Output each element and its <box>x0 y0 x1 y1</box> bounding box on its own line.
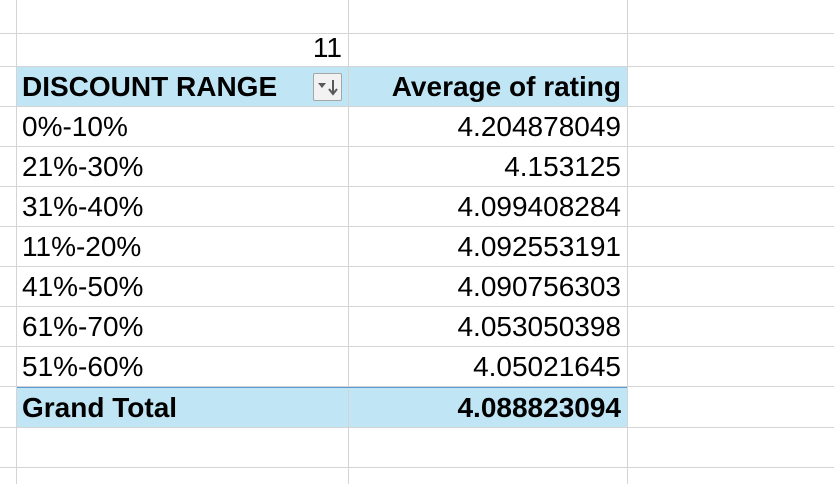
pivot-row-label[interactable]: 21%-30% <box>22 151 144 182</box>
gridline <box>0 226 834 227</box>
pivot-row-label[interactable]: 51%-60% <box>22 351 144 382</box>
pivot-row-value[interactable]: 4.204878049 <box>457 111 621 142</box>
gridline <box>0 386 834 387</box>
gridline <box>0 146 834 147</box>
pivot-total-band <box>17 388 627 427</box>
gridline <box>0 427 834 428</box>
pivot-row-value[interactable]: 4.099408284 <box>457 191 621 222</box>
pivot-row-label[interactable]: 61%-70% <box>22 311 144 342</box>
gridline <box>0 106 834 107</box>
gridline <box>16 0 17 484</box>
grand-total-value[interactable]: 4.088823094 <box>457 392 621 423</box>
cell-value-above-pivot[interactable]: 11 <box>312 32 342 63</box>
pivot-row-value[interactable]: 4.05021645 <box>473 351 621 382</box>
gridline <box>0 66 834 67</box>
row-header-discount-range[interactable]: DISCOUNT RANGE <box>22 71 278 102</box>
pivot-row-label[interactable]: 11%-20% <box>22 231 142 262</box>
pivot-row-label[interactable]: 0%-10% <box>22 111 128 142</box>
value-header-average-rating[interactable]: Average of rating <box>391 71 621 102</box>
pivot-row-value[interactable]: 4.153125 <box>504 151 621 182</box>
pivot-row-value[interactable]: 4.090756303 <box>457 271 621 302</box>
gridline <box>348 0 349 484</box>
gridline <box>0 186 834 187</box>
gridline <box>0 306 834 307</box>
grand-total-label[interactable]: Grand Total <box>22 392 178 423</box>
gridline <box>627 0 628 484</box>
pivot-row-label[interactable]: 31%-40% <box>22 191 144 222</box>
sort-descending-filter-icon[interactable] <box>313 73 342 101</box>
gridline <box>0 346 834 347</box>
grand-total-rule <box>17 387 627 388</box>
gridline <box>0 467 834 468</box>
pivot-row-value[interactable]: 4.092553191 <box>457 231 621 262</box>
gridline <box>0 266 834 267</box>
gridline <box>0 33 834 34</box>
pivot-row-label[interactable]: 41%-50% <box>22 271 144 302</box>
pivot-row-value[interactable]: 4.053050398 <box>457 311 621 342</box>
